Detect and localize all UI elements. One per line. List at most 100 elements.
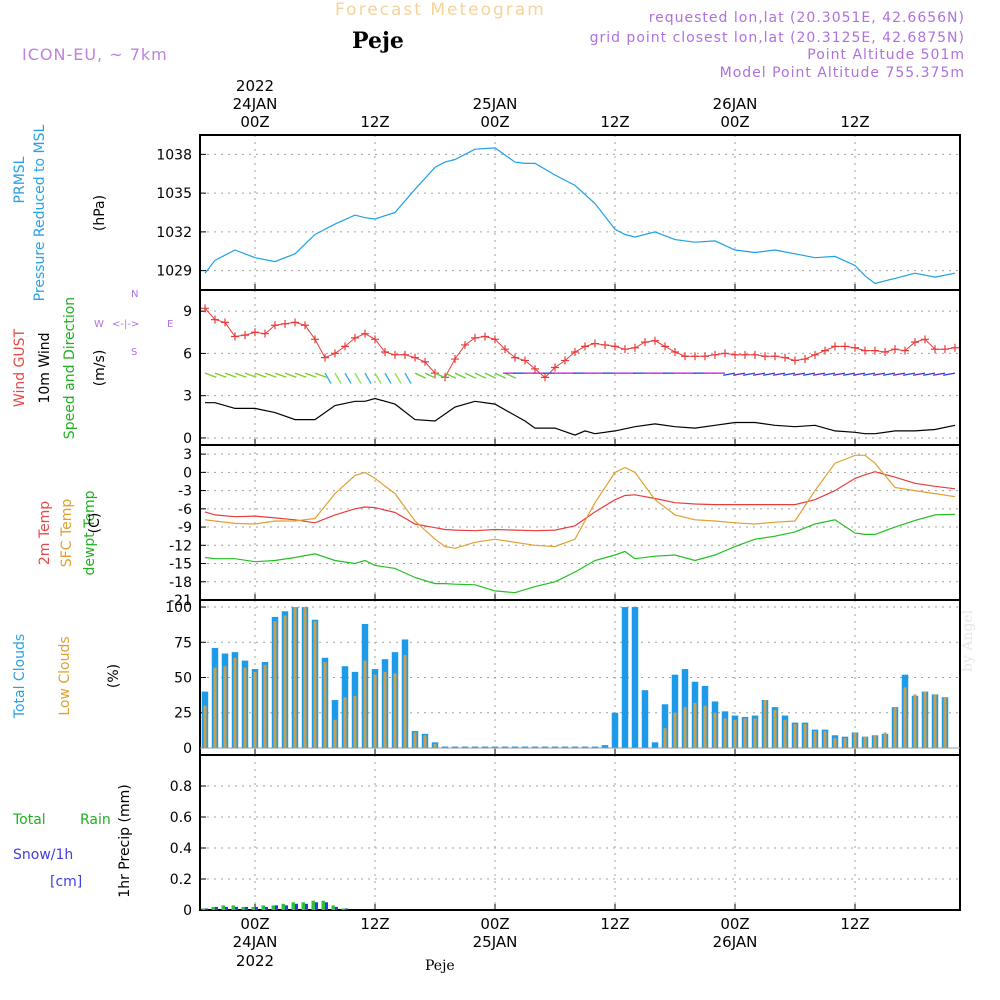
wind-direction-arrow bbox=[324, 372, 332, 384]
wind-direction-arrow bbox=[404, 372, 412, 384]
wind-gust-point bbox=[691, 352, 699, 361]
bottom-date-label: 24JAN bbox=[233, 933, 278, 951]
low-cloud-bar bbox=[393, 673, 397, 748]
wind-direction-arrow bbox=[494, 372, 507, 379]
wind-direction-arrow bbox=[244, 372, 257, 378]
point-altitude: Point Altitude 501m bbox=[807, 47, 965, 63]
wind-gust-point bbox=[561, 356, 569, 365]
pressure-line bbox=[204, 147, 956, 285]
low-cloud-bar bbox=[353, 695, 357, 748]
y-tick-label: 1035 bbox=[156, 186, 192, 202]
wind-direction-arrow bbox=[424, 372, 437, 379]
total-cloud-bar bbox=[581, 746, 589, 748]
snow-bar bbox=[345, 908, 348, 910]
wind-direction-arrow bbox=[833, 372, 846, 376]
low-cloud-bar bbox=[913, 694, 917, 748]
y-tick-label: 6 bbox=[183, 346, 192, 362]
wind-gust-point bbox=[641, 338, 649, 347]
total-cloud-bar bbox=[571, 746, 579, 748]
wind-gust-point bbox=[331, 349, 339, 358]
wind-direction-arrow bbox=[853, 372, 866, 376]
wind-direction-arrow bbox=[364, 372, 372, 384]
total-cloud-bar bbox=[651, 742, 659, 748]
wind-gust-point bbox=[371, 335, 379, 344]
precip-rain-label: Rain bbox=[80, 812, 111, 828]
rain-bar bbox=[321, 900, 325, 910]
low-cloud-bar bbox=[303, 607, 307, 748]
wind-gust-point bbox=[661, 342, 669, 351]
model-altitude: Model Point Altitude 755.375m bbox=[719, 65, 965, 81]
y-tick-label: 0 bbox=[183, 741, 192, 757]
wind-direction-arrow bbox=[294, 372, 307, 378]
total-cloud-bar bbox=[601, 745, 609, 748]
top-year-label: 2022 bbox=[236, 77, 274, 95]
wind-gust-line bbox=[204, 307, 956, 379]
y-tick-label: -12 bbox=[169, 538, 192, 554]
low-cloud-bar bbox=[413, 732, 417, 748]
low-cloud-bar bbox=[863, 736, 867, 748]
wind-gust-point bbox=[921, 335, 929, 344]
snow-bar bbox=[285, 905, 288, 910]
total-cloud-bar bbox=[671, 674, 679, 748]
wind-direction-arrow bbox=[214, 372, 227, 378]
y-tick-label: 50 bbox=[174, 671, 192, 687]
snow-bar bbox=[255, 906, 258, 910]
low-cloud-bar bbox=[813, 731, 817, 748]
snow-bar bbox=[225, 906, 228, 910]
y-tick-label: 1032 bbox=[156, 225, 192, 241]
low-cloud-bar bbox=[673, 712, 677, 748]
compass-s: S bbox=[131, 347, 138, 358]
wind-gust-point bbox=[931, 345, 939, 354]
top-time-label: 00Z bbox=[240, 113, 269, 131]
wind-gust-point bbox=[701, 352, 709, 361]
snow-bar bbox=[235, 906, 238, 910]
wind-gust-point bbox=[401, 350, 409, 359]
temp-line-2 bbox=[204, 513, 956, 594]
wind-gust-point bbox=[871, 346, 879, 355]
wind-direction-arrow bbox=[903, 372, 916, 376]
wind-direction-arrow bbox=[883, 372, 896, 376]
snow-bar bbox=[205, 908, 208, 910]
requested-coords: requested lon,lat (20.3051E, 42.6656N) bbox=[648, 10, 965, 26]
wind-gust-point bbox=[231, 332, 239, 341]
low-cloud-bar bbox=[733, 719, 737, 748]
total-cloud-bar bbox=[461, 746, 469, 748]
wind-gust-point bbox=[791, 356, 799, 365]
wind-gust-point bbox=[341, 342, 349, 351]
wind-direction-arrow bbox=[943, 372, 956, 376]
low-cloud-bar bbox=[263, 664, 267, 748]
wind-direction-arrow bbox=[783, 372, 796, 376]
y-tick-label: -18 bbox=[169, 575, 192, 591]
wind-direction-arrow bbox=[843, 372, 856, 376]
wind-gust-point bbox=[521, 356, 529, 365]
wind-gust-point bbox=[891, 345, 899, 354]
y-tick-label: 0.6 bbox=[170, 810, 192, 826]
y-tick-label: 0 bbox=[183, 465, 192, 481]
total-cloud-bar bbox=[541, 746, 549, 748]
low-cloud-bar bbox=[693, 702, 697, 748]
rain-bar bbox=[291, 902, 295, 910]
total-cloud-bar bbox=[481, 746, 489, 748]
rain-bar bbox=[281, 903, 285, 910]
wind-gust-point bbox=[311, 335, 319, 344]
wind-gust-point bbox=[541, 373, 549, 382]
y-tick-label: -21 bbox=[169, 593, 192, 609]
wind-gust-point bbox=[391, 350, 399, 359]
top-date-label: 25JAN bbox=[473, 95, 518, 113]
wind-gust-point bbox=[761, 352, 769, 361]
wind-direction-arrow bbox=[763, 372, 776, 376]
low-cloud-bar bbox=[783, 719, 787, 748]
y-tick-label: 100 bbox=[165, 600, 192, 616]
wind-gust-point bbox=[711, 350, 719, 359]
rain-bar bbox=[211, 906, 215, 910]
compass-w: W bbox=[94, 319, 104, 330]
total-cloud-bar bbox=[611, 712, 619, 748]
total-cloud-bar bbox=[591, 746, 599, 748]
wind-10m-line bbox=[205, 397, 956, 436]
temp-line-1 bbox=[204, 454, 956, 549]
snow-bar bbox=[215, 906, 218, 910]
y-tick-label: 1038 bbox=[156, 147, 192, 163]
low-cloud-bar bbox=[363, 660, 367, 748]
wind-direction-arrow bbox=[204, 372, 217, 378]
top-date-label: 24JAN bbox=[233, 95, 278, 113]
